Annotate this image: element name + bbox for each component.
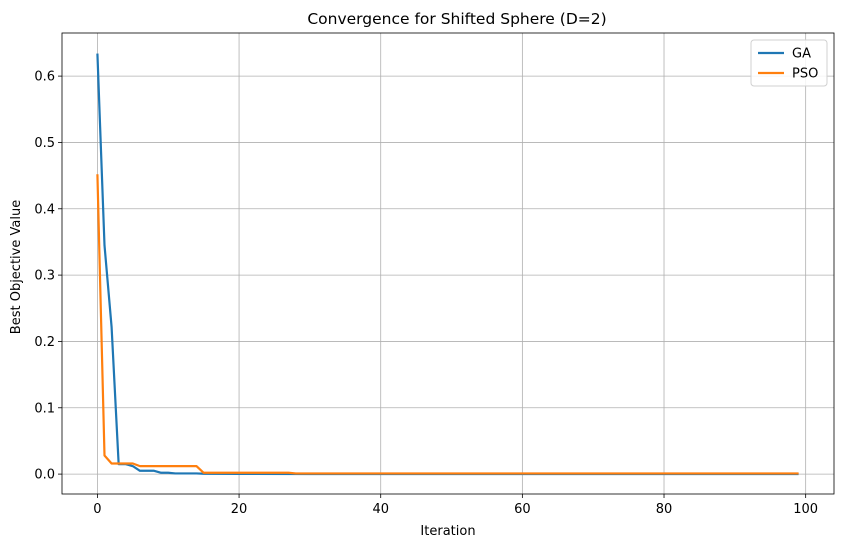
x-tick-label: 20	[231, 502, 248, 517]
series-line-pso	[96, 174, 799, 475]
chart-title: Convergence for Shifted Sphere (D=2)	[307, 10, 606, 28]
y-tick-label: 0.4	[34, 202, 55, 217]
x-tick-label: 0	[93, 502, 101, 517]
x-tick-label: 80	[656, 502, 673, 517]
x-axis-label: Iteration	[420, 524, 475, 539]
grid-lines	[62, 33, 834, 494]
axis-ticks: 0 20 40 60 80 100 0.0 0.1 0.2 0.3 0.4 0.5 0.6	[34, 70, 818, 517]
y-tick-label: 0.6	[34, 70, 55, 85]
x-tick-label: 100	[793, 502, 818, 517]
series-line-ga	[96, 53, 799, 476]
y-tick-label: 0.0	[34, 468, 55, 483]
legend: GA PSO	[750, 39, 828, 87]
legend-label-pso: PSO	[792, 67, 818, 82]
y-tick-label: 0.2	[34, 335, 55, 350]
x-tick-label: 60	[514, 502, 531, 517]
legend-label-ga: GA	[792, 47, 811, 62]
x-tick-label: 40	[372, 502, 389, 517]
series-lines	[96, 53, 799, 476]
plot-area	[61, 32, 835, 495]
y-tick-label: 0.5	[34, 136, 55, 151]
legend-box	[750, 39, 828, 87]
y-tick-label: 0.3	[34, 269, 55, 284]
y-axis-label: Best Objective Value	[9, 200, 24, 334]
y-tick-label: 0.1	[34, 401, 55, 416]
